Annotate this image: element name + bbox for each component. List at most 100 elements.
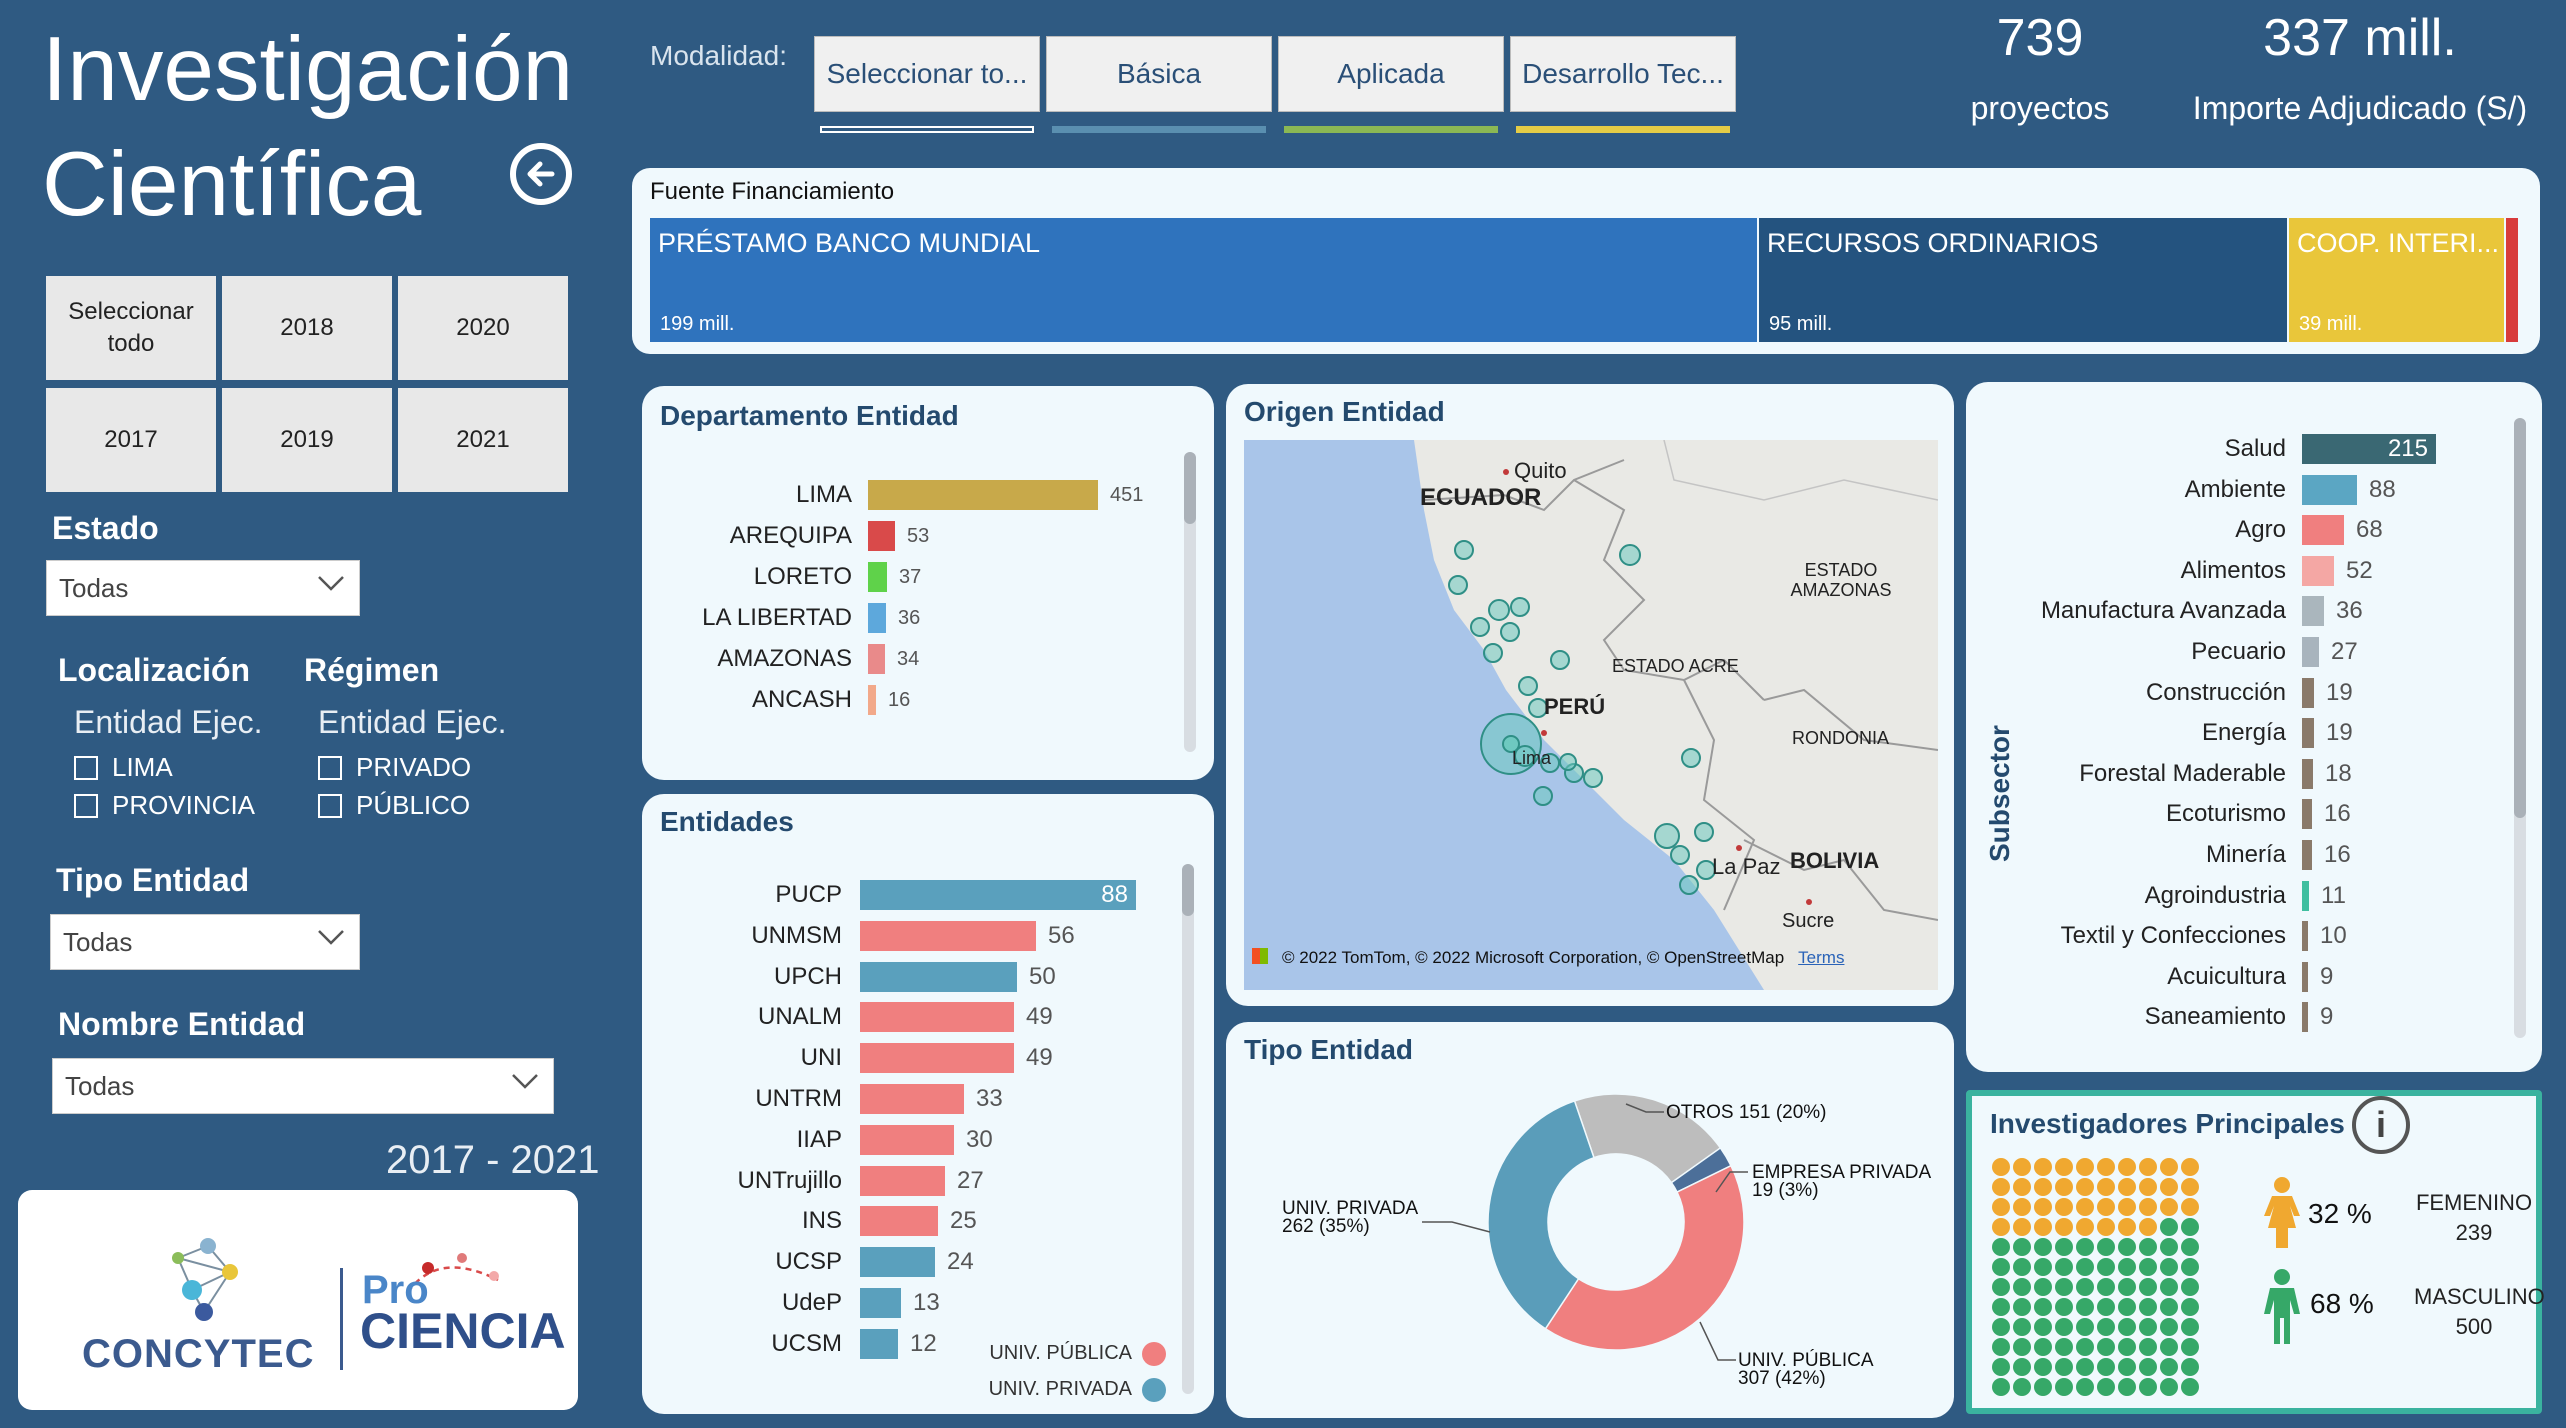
regimen-label: Régimen [304,652,440,688]
bar[interactable] [860,1084,964,1114]
back-arrow-icon[interactable] [510,143,572,205]
bar[interactable] [860,1043,1014,1074]
year-2020-button[interactable]: 2020 [398,276,568,380]
map-point[interactable] [1514,745,1536,767]
bar[interactable] [2302,637,2319,667]
modalidad-option-button[interactable]: Aplicada [1278,36,1504,112]
bar-value-label: 36 [2336,597,2363,625]
bar[interactable] [860,1165,945,1196]
map-point[interactable] [1500,622,1520,642]
bar[interactable] [860,1328,898,1359]
year-2019-button[interactable]: 2019 [222,388,392,492]
bar-category-label: UCSP [775,1248,842,1276]
female-person-icon [2264,1177,2300,1248]
map-point[interactable] [1694,822,1714,842]
bar-value-label: 68 [2356,516,2383,544]
map-point[interactable] [1696,860,1716,880]
map-point[interactable] [1583,768,1603,788]
bar[interactable] [2302,596,2324,627]
legend-label: UNIV. PÚBLICA [989,1342,1132,1364]
checkbox[interactable] [318,793,342,818]
localizacion-option-lima[interactable]: LIMA [74,752,173,783]
subsector-scrollbar[interactable] [2514,418,2526,1038]
bar[interactable] [868,521,895,551]
departamento-scrollbar[interactable] [1184,452,1196,752]
fuente-treemap-cell[interactable] [2506,218,2518,342]
map-point[interactable] [1502,735,1520,753]
bar[interactable] [2302,1002,2308,1033]
tipo-entidad-dropdown[interactable]: Todas [50,914,360,970]
bar[interactable] [860,920,1036,951]
map-terms-link[interactable]: Terms [1798,948,1845,967]
bar[interactable] [2302,555,2334,586]
map-point[interactable] [1470,617,1490,637]
map-point[interactable] [1681,748,1701,768]
map-point[interactable] [1448,575,1468,595]
donut-slice[interactable] [1487,1099,1595,1330]
bar[interactable] [2302,880,2309,911]
modalidad-option-button[interactable]: Seleccionar to... [814,36,1040,112]
map-point[interactable] [1654,823,1680,849]
map-point[interactable] [1619,544,1641,566]
bar[interactable] [860,961,1017,992]
bar[interactable] [868,603,886,633]
bar[interactable] [2302,677,2314,708]
bar-category-label: Minería [2205,841,2286,868]
map-point[interactable] [1518,676,1538,696]
bar[interactable] [2302,718,2314,749]
bar[interactable] [2302,515,2344,546]
year-select-all-button[interactable]: Seleccionar todo [46,276,216,380]
map-point[interactable] [1533,786,1553,806]
year-2021-button[interactable]: 2021 [398,388,568,492]
bar[interactable] [2302,840,2312,870]
modalidad-option-button[interactable]: Desarrollo Tec... [1510,36,1736,112]
estado-dropdown[interactable]: Todas [46,560,360,616]
bar[interactable] [2302,799,2312,830]
map-point[interactable] [1559,753,1577,771]
male-person-icon [2264,1269,2300,1344]
info-icon[interactable]: i [2352,1096,2410,1154]
donut-slice[interactable] [1573,1093,1722,1184]
regimen-option-privado[interactable]: PRIVADO [318,752,471,783]
regimen-option-publico[interactable]: PÚBLICO [318,790,470,821]
checkbox[interactable] [74,755,98,780]
map-canvas[interactable]: Quito ECUADOR ESTADO AMAZONAS ESTADO ACRE PE… [1244,440,1938,990]
map-point[interactable] [1528,698,1548,718]
bar[interactable] [2302,434,2436,464]
bar[interactable] [2302,961,2308,992]
bar[interactable] [2302,921,2308,952]
bar[interactable] [868,685,876,715]
fuente-treemap-cell[interactable]: RECURSOS ORDINARIOS 95 mill. [1759,218,2287,342]
nombre-entidad-dropdown[interactable]: Todas [52,1058,554,1114]
map-point[interactable] [1540,753,1560,773]
map-point[interactable] [1488,599,1510,621]
map-point[interactable] [1679,875,1699,895]
fuente-treemap-cell[interactable]: PRÉSTAMO BANCO MUNDIAL 199 mill. [650,218,1757,342]
modalidad-option-button[interactable]: Básica [1046,36,1272,112]
donut-slice[interactable] [1544,1164,1745,1351]
bar[interactable] [868,562,887,592]
map-point[interactable] [1454,540,1474,560]
bar[interactable] [860,1002,1014,1033]
map-point[interactable] [1510,597,1530,617]
localizacion-option-provincia[interactable]: PROVINCIA [74,790,255,821]
bar[interactable] [868,644,885,674]
year-2017-button[interactable]: 2017 [46,388,216,492]
fuente-title: Fuente Financiamiento [650,178,895,205]
bar[interactable] [860,1247,935,1278]
year-2018-button[interactable]: 2018 [222,276,392,380]
bar[interactable] [860,1288,901,1318]
bar[interactable] [860,1206,938,1237]
bar[interactable] [860,1124,954,1155]
map-point[interactable] [1670,845,1690,865]
checkbox[interactable] [318,755,342,780]
bar[interactable] [860,880,1136,910]
bar[interactable] [2302,758,2313,789]
map-point[interactable] [1550,650,1570,670]
map-point[interactable] [1483,643,1503,663]
bar[interactable] [868,480,1098,510]
bar[interactable] [2302,474,2357,505]
fuente-treemap-cell[interactable]: COOP. INTERI... 39 mill. [2289,218,2504,342]
entidades-scrollbar[interactable] [1182,864,1194,1394]
checkbox[interactable] [74,793,98,818]
